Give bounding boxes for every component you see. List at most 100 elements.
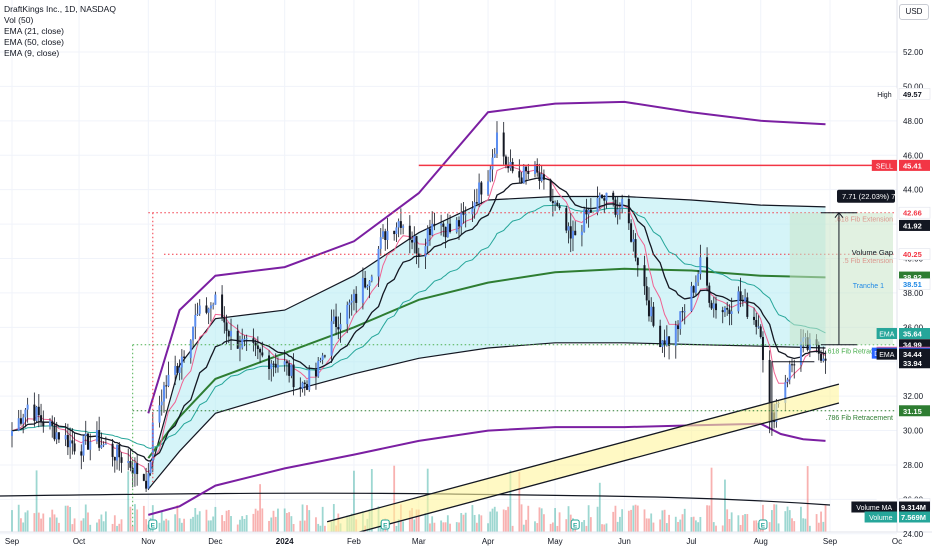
volume-bar <box>147 524 150 532</box>
candle <box>162 381 165 413</box>
candle <box>355 286 358 313</box>
candle <box>379 228 382 256</box>
volume-bar <box>411 508 413 532</box>
volume-bar <box>261 508 264 532</box>
candle <box>616 196 619 225</box>
volume-bar <box>120 519 123 532</box>
volume-bar <box>417 509 420 532</box>
candle <box>533 161 536 178</box>
volume-bar <box>87 512 89 532</box>
volume-bar <box>40 518 42 532</box>
candle <box>683 304 686 325</box>
volume-bar <box>259 484 261 532</box>
volume-bar <box>612 511 615 532</box>
candle <box>183 350 186 363</box>
candle <box>221 285 224 322</box>
volume-bar <box>538 507 541 532</box>
candle <box>205 297 208 315</box>
price-label: 38.51 <box>898 278 931 290</box>
volume-bar <box>630 509 632 532</box>
volume-bar <box>589 517 592 532</box>
indicator-ema21[interactable]: EMA (21, close) <box>4 26 64 36</box>
volume-bar <box>755 520 758 532</box>
volume-bar <box>415 509 418 532</box>
candle <box>57 432 60 444</box>
candle <box>493 147 496 158</box>
volume-bar <box>323 525 326 532</box>
x-tick-label: Apr <box>482 537 495 546</box>
y-tick-label: 28.00 <box>903 461 924 470</box>
price-label-value: 34.99 <box>903 341 922 350</box>
time-axis[interactable]: Sep Oct Nov Dec 2024 Feb Mar Apr May Jun Jul Aug Sep… <box>5 537 902 546</box>
symbol-title[interactable]: DraftKings Inc., 1D, NASDAQ <box>4 4 116 14</box>
volume-bar <box>102 521 105 532</box>
indicator-vol[interactable]: Vol (50) <box>4 15 34 25</box>
candle <box>596 186 599 216</box>
volume-bar <box>446 515 449 532</box>
candle <box>697 270 700 286</box>
currency-button[interactable]: USD <box>899 4 929 20</box>
earnings-marker: E <box>148 519 158 530</box>
bollinger-upper-line <box>147 100 826 414</box>
plot-area[interactable]: .618 Fib Extension.5 Fib Extension.618 F… <box>0 100 904 541</box>
axis-price-labels: 49.57High45.41SELL42.6641.9240.2538.9238… <box>851 88 931 523</box>
candles <box>11 121 827 493</box>
y-tick-label: 50.00 <box>903 82 924 91</box>
volume-bar <box>598 482 601 532</box>
volume-bar <box>464 512 467 532</box>
volume-bar <box>505 510 507 532</box>
volume-label: 9.314M Volume MA <box>851 501 930 513</box>
candle <box>431 211 434 237</box>
volume-bar <box>540 508 543 532</box>
x-tick-label: Sep <box>823 537 838 546</box>
candle <box>744 288 747 303</box>
candle <box>64 423 67 447</box>
volume-bar <box>288 512 291 532</box>
candle <box>786 377 789 388</box>
volume-bar <box>37 512 40 532</box>
x-tick-label: Sep <box>5 537 20 546</box>
volume-bar <box>332 504 335 532</box>
candle <box>761 331 764 373</box>
volume-bar <box>440 520 443 532</box>
candle <box>292 353 295 396</box>
volume-bar <box>395 525 398 532</box>
volume-bar <box>619 516 621 532</box>
candle <box>330 309 333 363</box>
candle <box>659 319 662 348</box>
volume-bar <box>207 520 210 532</box>
candle <box>317 356 320 378</box>
volume-bar <box>567 506 570 532</box>
candle <box>715 296 718 319</box>
candle <box>382 224 385 239</box>
earnings-marker-text: E <box>151 523 156 530</box>
volume-bar <box>634 504 637 532</box>
volume-bar <box>802 518 805 532</box>
volume-bar <box>496 511 498 532</box>
candle <box>614 195 617 218</box>
candle <box>198 299 201 316</box>
candle <box>227 329 230 344</box>
volume-bar <box>534 521 536 532</box>
volume-bar <box>645 518 648 532</box>
volume-bar <box>80 520 83 532</box>
candle <box>569 213 572 253</box>
volume-bar <box>163 520 165 532</box>
volume-bar <box>33 513 36 532</box>
price-label-value: 41.92 <box>903 221 922 230</box>
candle <box>402 224 405 235</box>
indicator-ema9[interactable]: EMA (9, close) <box>4 48 60 58</box>
candle <box>694 275 697 297</box>
indicator-ema50[interactable]: EMA (50, close) <box>4 37 64 47</box>
volume-bar <box>104 511 107 532</box>
candle <box>133 457 136 487</box>
candle <box>710 300 713 311</box>
price-axis[interactable]: 52.0050.0048.0046.0044.0042.0040.0038.00… <box>903 48 924 539</box>
candle <box>303 380 306 396</box>
candle <box>24 408 27 428</box>
y-tick-label: 46.00 <box>903 151 924 160</box>
earnings-marker: E <box>380 519 390 530</box>
volume-bar <box>24 512 27 532</box>
candle <box>598 192 601 209</box>
